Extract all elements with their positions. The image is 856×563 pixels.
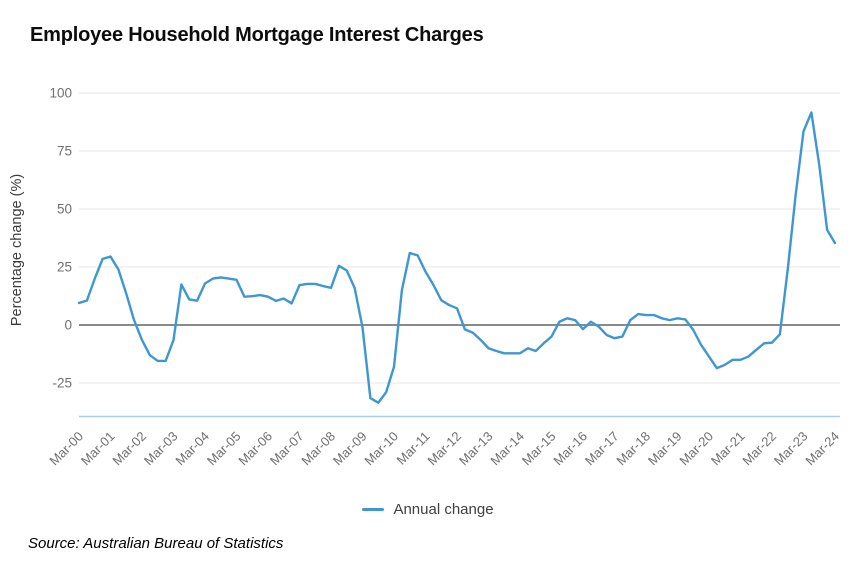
y-tick-label: 100 [49,86,72,101]
x-tick-label: Mar-02 [109,429,149,469]
x-tick-label: Mar-22 [739,429,779,469]
x-tick-label: Mar-23 [771,429,811,469]
legend-line-swatch [362,507,385,511]
x-tick-label: Mar-21 [708,429,748,469]
x-tick-label: Mar-09 [330,429,370,469]
x-tick-label: Mar-17 [582,429,622,469]
x-tick-label: Mar-18 [613,429,653,469]
x-tick-label: Mar-19 [645,429,685,469]
x-tick-label: Mar-01 [78,429,118,469]
x-tick-label: Mar-10 [361,429,401,469]
x-tick-label: Mar-14 [487,429,527,469]
x-tick-label: Mar-03 [141,429,181,469]
x-tick-label: Mar-12 [424,429,464,469]
x-tick-label: Mar-20 [676,429,716,469]
x-tick-label: Mar-24 [802,429,842,469]
x-tick-label: Mar-07 [267,429,307,469]
source-note: Source: Australian Bureau of Statistics [28,535,284,552]
x-tick-label: Mar-16 [550,429,590,469]
legend-label: Annual change [393,500,494,518]
y-tick-label: -25 [52,376,72,391]
x-tick-label: Mar-13 [456,429,496,469]
chart-legend: Annual change [0,498,856,520]
y-tick-label: 50 [57,202,72,217]
chart-title: Employee Household Mortgage Interest Cha… [30,24,484,46]
annual-change-series-line [77,111,837,404]
x-tick-label: Mar-06 [235,429,275,469]
y-axis-title: Percentage change (%) [9,174,25,326]
y-tick-label: 0 [64,318,72,333]
x-tick-label: Mar-05 [204,429,244,469]
x-tick-label: Mar-08 [298,429,338,469]
y-tick-label: 75 [57,144,72,159]
x-tick-label: Mar-11 [394,429,433,468]
x-tick-label: Mar-00 [46,429,86,469]
x-tick-label: Mar-15 [519,429,559,469]
y-tick-label: 25 [57,260,72,275]
x-tick-label: Mar-04 [172,429,212,469]
